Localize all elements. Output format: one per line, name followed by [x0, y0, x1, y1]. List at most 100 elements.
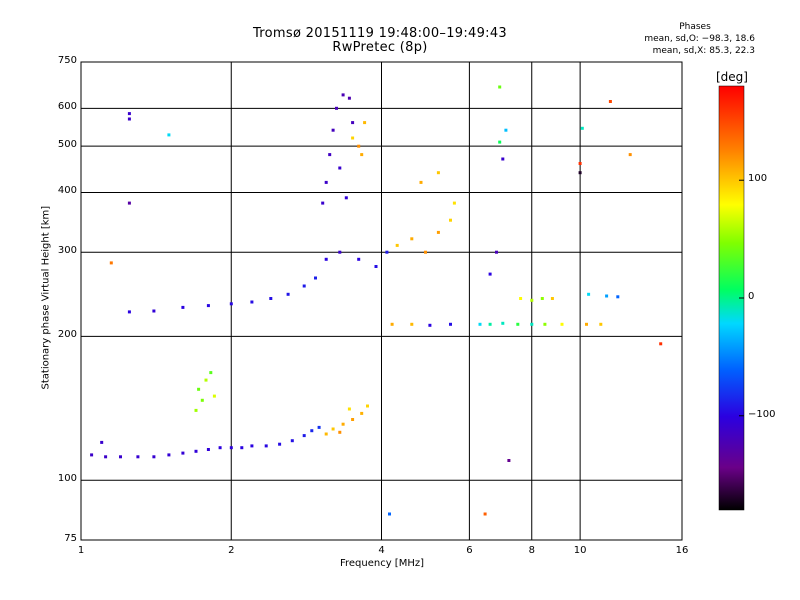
data-point-87 [504, 128, 508, 132]
x-tick-label-4: 8 [528, 545, 535, 556]
data-point-81 [585, 322, 588, 326]
data-point-92 [587, 292, 591, 296]
data-point-19 [331, 427, 335, 431]
data-point-76 [501, 321, 505, 325]
data-point-15 [290, 439, 294, 443]
data-point-53 [351, 136, 355, 140]
data-point-29 [209, 371, 213, 375]
data-point-68 [419, 180, 423, 184]
y-tick-label-4: 400 [57, 185, 77, 197]
data-point-32 [194, 408, 198, 412]
data-point-106 [628, 153, 632, 157]
data-point-82 [599, 322, 603, 326]
data-point-80 [560, 322, 564, 326]
x-tick-label-3: 6 [466, 545, 473, 556]
data-point-88 [519, 297, 523, 300]
data-point-109 [507, 459, 511, 462]
data-point-98 [127, 201, 131, 205]
stats-heading: Phases [679, 22, 711, 32]
y-tick-label-7: 750 [57, 55, 77, 66]
x-tick-label-2: 4 [378, 545, 385, 556]
data-point-107 [659, 342, 663, 346]
data-point-96 [127, 117, 131, 121]
data-point-61 [385, 250, 389, 254]
data-point-85 [501, 157, 505, 161]
data-point-97 [167, 133, 171, 137]
data-point-51 [338, 166, 342, 170]
data-point-11 [240, 446, 244, 450]
data-point-57 [324, 257, 328, 261]
data-point-30 [200, 398, 204, 402]
data-point-39 [269, 297, 273, 300]
data-point-36 [206, 304, 210, 308]
data-point-74 [478, 322, 482, 326]
data-point-9 [218, 446, 222, 450]
data-point-102 [483, 512, 487, 516]
data-point-108 [498, 85, 502, 89]
data-point-49 [347, 96, 351, 100]
stats-line-o: mean, sd,O: −98.3, 18.6 [644, 34, 755, 44]
data-point-101 [388, 512, 391, 516]
data-point-91 [550, 297, 554, 300]
data-point-41 [302, 284, 306, 288]
data-point-71 [410, 322, 414, 326]
data-point-6 [181, 451, 185, 455]
data-point-24 [338, 430, 342, 434]
data-point-104 [578, 162, 582, 165]
chart-title-line2: RwPretec (8p) [332, 40, 428, 55]
x-axis-label: Frequency [MHz] [339, 558, 425, 569]
data-point-2 [119, 455, 122, 459]
data-point-40 [286, 292, 290, 296]
data-point-42 [314, 276, 317, 280]
data-point-46 [331, 128, 335, 132]
data-point-26 [347, 407, 351, 411]
data-point-62 [395, 243, 399, 247]
data-point-56 [357, 144, 361, 148]
data-point-34 [152, 309, 156, 313]
data-point-72 [428, 323, 432, 327]
data-point-7 [194, 449, 198, 453]
data-point-48 [341, 93, 345, 97]
x-tick-label-6: 16 [675, 545, 689, 556]
data-point-4 [152, 455, 156, 459]
data-point-45 [328, 153, 332, 157]
data-point-38 [250, 300, 254, 304]
data-point-86 [498, 140, 502, 144]
data-point-78 [530, 322, 534, 326]
data-point-99 [109, 261, 113, 265]
data-point-100 [100, 440, 104, 444]
data-point-69 [436, 171, 440, 175]
data-point-75 [488, 322, 492, 326]
data-point-54 [360, 153, 364, 157]
data-point-18 [317, 425, 321, 429]
data-point-5 [167, 453, 171, 457]
data-point-44 [324, 180, 328, 184]
data-point-1 [104, 455, 108, 459]
data-point-77 [516, 322, 520, 326]
data-point-43 [321, 201, 325, 205]
data-point-89 [530, 298, 534, 302]
colorbar-tick-label-2: −100 [748, 408, 776, 420]
y-tick-label-5: 500 [57, 139, 77, 151]
data-point-3 [136, 455, 140, 459]
y-tick-label-0: 75 [64, 533, 77, 544]
data-point-70 [390, 322, 394, 326]
data-point-28 [204, 378, 208, 382]
data-point-83 [488, 272, 492, 276]
y-tick-label-2: 200 [57, 329, 77, 341]
data-point-103 [578, 171, 582, 175]
data-point-35 [181, 305, 185, 309]
data-point-50 [351, 121, 355, 125]
data-point-65 [436, 230, 440, 234]
data-point-17 [310, 429, 314, 433]
data-point-63 [410, 237, 414, 241]
chart-title-line1: Tromsø 20151119 19:48:00–19:49:43 [252, 26, 508, 41]
y-axis-label: Stationary phase Virtual Height [km] [40, 205, 52, 390]
data-point-52 [344, 196, 348, 200]
data-point-105 [608, 100, 612, 103]
data-point-73 [449, 322, 452, 326]
data-point-79 [543, 322, 547, 326]
data-point-95 [127, 112, 131, 116]
colorbar-tick-label-1: 0 [748, 291, 755, 302]
